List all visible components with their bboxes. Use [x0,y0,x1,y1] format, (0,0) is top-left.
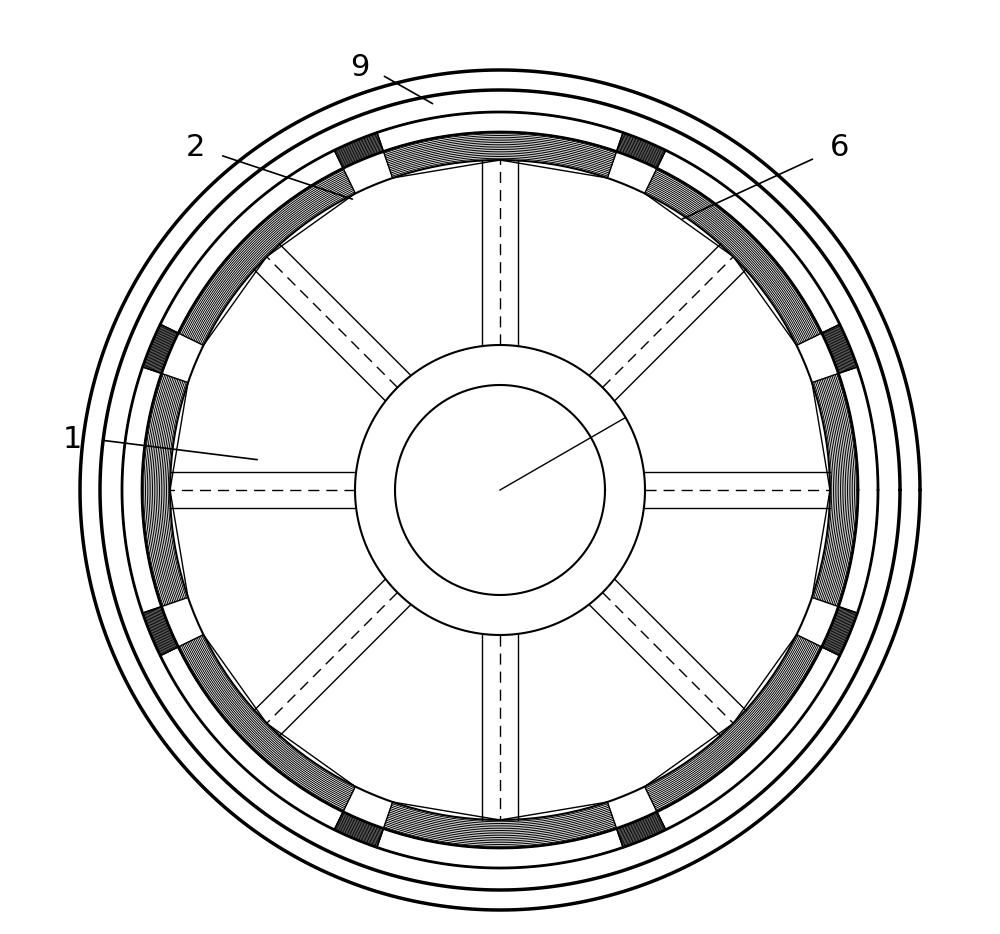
Text: 9: 9 [350,53,370,82]
Text: 2: 2 [185,134,205,163]
Text: 1: 1 [62,426,82,455]
Text: 6: 6 [830,134,850,163]
